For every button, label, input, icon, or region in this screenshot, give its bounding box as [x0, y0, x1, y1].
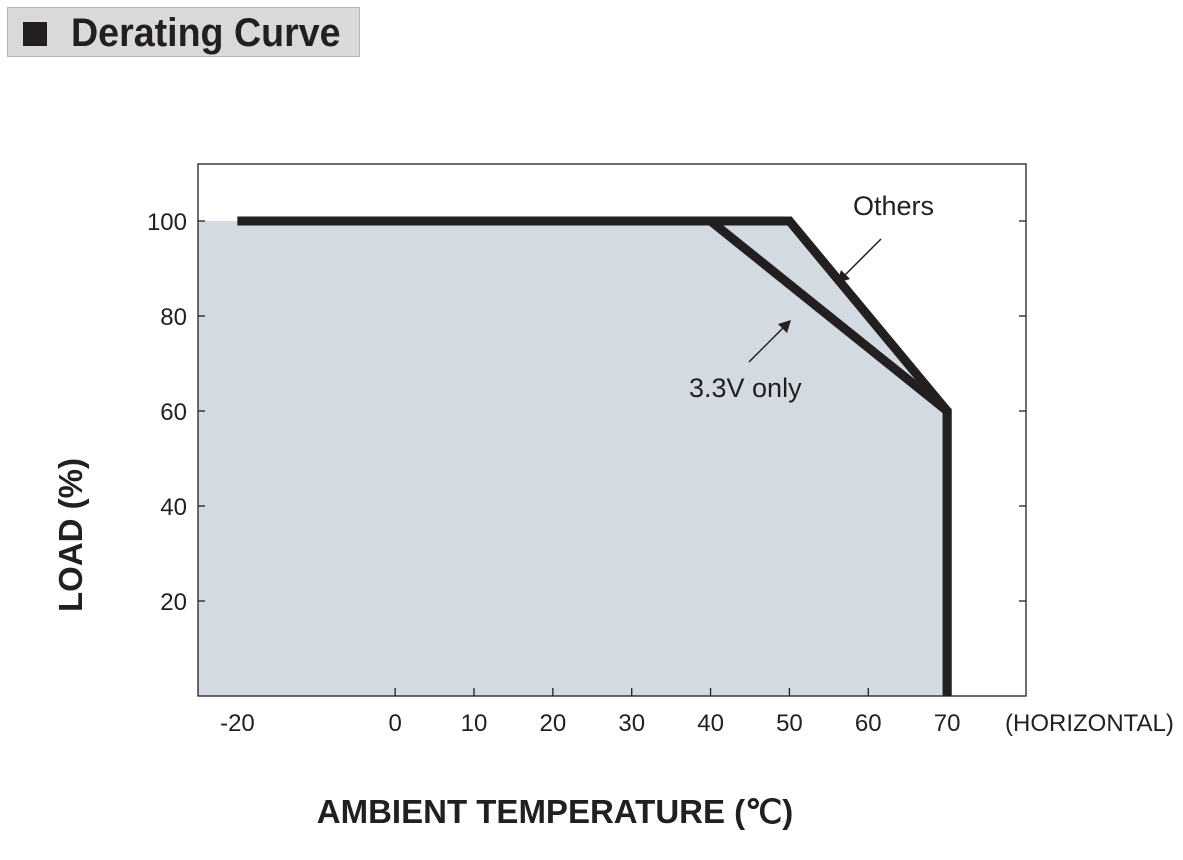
- others-pointer-arrowhead: [837, 270, 850, 283]
- x-tick-label: 50: [776, 710, 803, 737]
- series-line-3v3: [237, 216, 952, 696]
- x-tick-label: 0: [388, 710, 401, 737]
- y-tick-label: 80: [160, 304, 187, 331]
- title-box: Derating Curve: [7, 7, 360, 57]
- x-axis-note: (HORIZONTAL): [1005, 710, 1174, 737]
- plot-frame: [197, 163, 1027, 697]
- x-tick-label: 70: [934, 710, 961, 737]
- x-tick-label: 30: [618, 710, 645, 737]
- y-axis-ticks: 20 40 60 80 100: [147, 209, 1026, 616]
- others-label: Others: [853, 191, 934, 221]
- x-tick-label: 10: [461, 710, 488, 737]
- y-axis-title: LOAD (%): [52, 458, 89, 612]
- x-tick-label: 60: [855, 710, 882, 737]
- 3v3-pointer-line: [748, 323, 788, 363]
- plot-border: [197, 163, 1027, 697]
- load-area-fill: [198, 221, 948, 696]
- y-tick-label: 20: [160, 589, 187, 616]
- y-tick-label: 60: [160, 399, 187, 426]
- x-tick-label: -20: [220, 710, 255, 737]
- x-axis-title: AMBIENT TEMPERATURE (℃): [317, 793, 793, 830]
- x-tick-label: 20: [540, 710, 567, 737]
- y-tick-label: 40: [160, 494, 187, 521]
- 3v3-pointer-arrowhead: [778, 320, 791, 333]
- series-lines: [237, 216, 952, 696]
- x-tick-label: 40: [697, 710, 724, 737]
- safe-operating-area: [198, 221, 948, 696]
- page-title: Derating Curve: [71, 11, 341, 55]
- square-bullet-icon: [23, 22, 47, 46]
- others-pointer-line: [840, 238, 882, 280]
- y-tick-label: 100: [147, 209, 187, 236]
- 3v3-label: 3.3V only: [689, 373, 802, 403]
- x-axis-ticks: -20 0 10 20 30 40 50 60 70: [220, 688, 960, 737]
